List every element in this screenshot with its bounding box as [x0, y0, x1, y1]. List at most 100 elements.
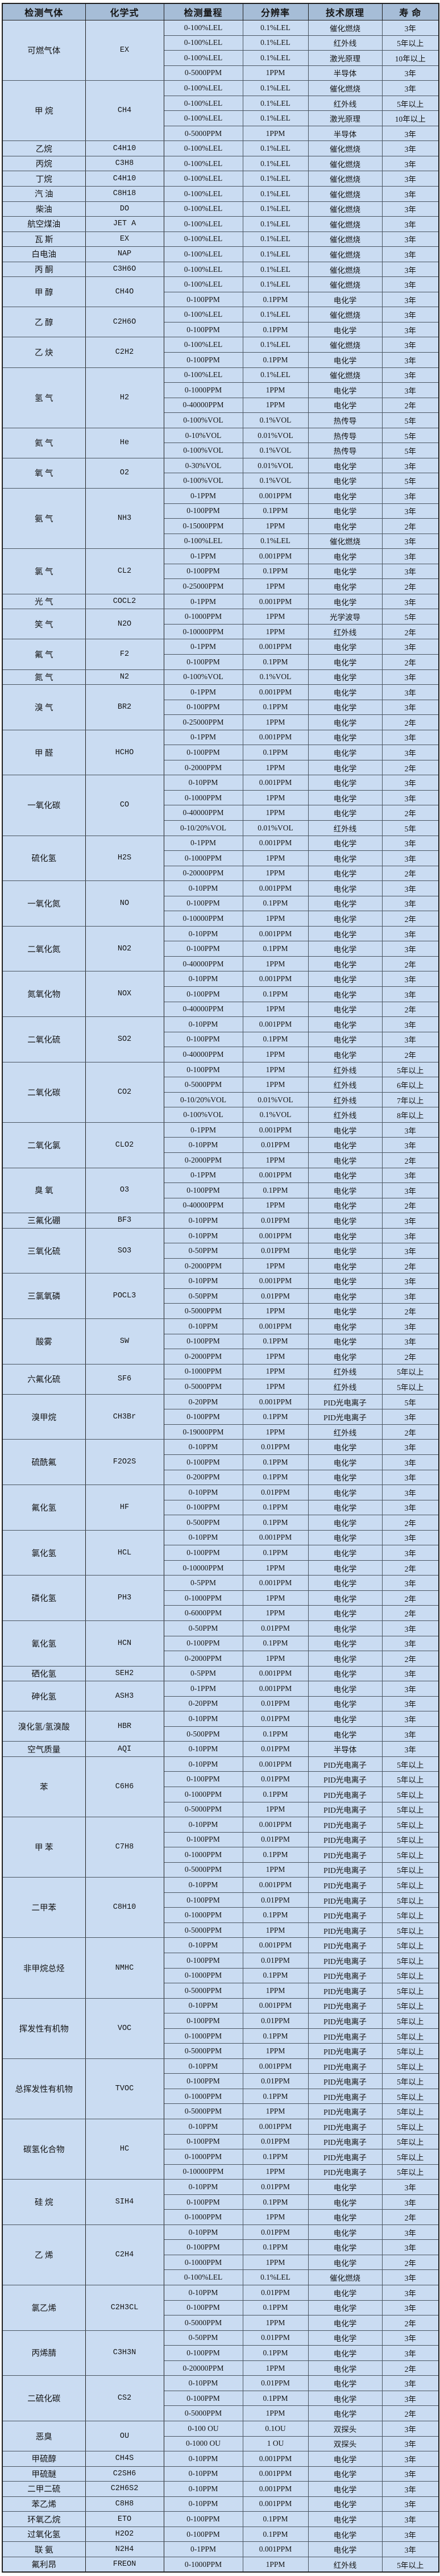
table-row: 总挥发性有机物 TVOC 0-10PPM 0.001PPM PID光电离子 5年以上 — [2, 2058, 439, 2120]
lifespan-cell: 3年 — [381, 2451, 439, 2467]
principle-cell: 催化燃烧 — [308, 20, 383, 36]
resolution-cell: 0.001PPM — [242, 1937, 309, 1953]
principle-cell: 电化学 — [308, 2541, 383, 2557]
range-cell: 0-100%LEL — [163, 80, 243, 96]
range-cell: 0-1000PPM — [163, 1786, 243, 1802]
principle-cell: 红外线 — [308, 35, 383, 51]
resolution-cell: 0.001PPM — [242, 2496, 309, 2512]
table-row: 0-1000PPM 0.1PPM PID光电离子 5年以上 — [2, 1786, 439, 1802]
range-cell: 0-5PPM — [163, 1575, 243, 1591]
table-row: 笑 气 N2O 0-1000PPM 1PPM 光学波导 5年 — [2, 609, 439, 640]
principle-cell: PID光电离子 — [308, 2133, 383, 2150]
table-row: 一氧化碳 CO 0-10PPM 0.001PPM 电化学 3年 — [2, 775, 439, 836]
principle-cell: 电化学 — [308, 1288, 383, 1304]
table-row: 氟化氢 HF 0-10PPM 0.01PPM 电化学 3年 — [2, 1485, 439, 1531]
formula-cell: N2H4 — [85, 2541, 164, 2557]
lifespan-cell: 2年 — [381, 1001, 439, 1018]
resolution-cell: 1PPM — [242, 1801, 309, 1818]
lifespan-cell: 3年 — [381, 1529, 439, 1546]
range-cell: 0-20PPM — [163, 1696, 243, 1712]
range-cell: 0-5000PPM — [163, 1983, 243, 1999]
table-row: 硒化氢 SEH2 0-5PPM 0.001PPM 电化学 3年 — [2, 1665, 439, 1682]
principle-cell: 电化学 — [308, 835, 383, 851]
formula-cell: EX — [85, 19, 164, 81]
lifespan-cell: 3年 — [381, 1031, 439, 1048]
principle-cell: 电化学 — [308, 1545, 383, 1561]
lifespan-cell: 5年以上 — [381, 1786, 439, 1802]
formula-cell: HBR — [85, 1711, 164, 1742]
principle-cell: 催化燃烧 — [308, 80, 383, 96]
resolution-cell: 1PPM — [242, 1590, 309, 1606]
principle-cell: PID光电离子 — [308, 2043, 383, 2059]
principle-cell: 电化学 — [308, 1122, 383, 1138]
lifespan-cell: 3年 — [381, 2481, 439, 2497]
lifespan-cell: 2年 — [381, 1590, 439, 1606]
table-row: 0-19000PPM 1PPM 红外线 2年 — [2, 1424, 439, 1440]
lifespan-cell: 5年以上 — [381, 2073, 439, 2089]
table-row: 乙 炔 C2H2 0-100%LEL 0.1%LEL 催化燃烧 3年 — [2, 337, 439, 368]
gas-name-cell: 氯乙烯 — [2, 2285, 86, 2331]
resolution-cell: 0.1%LEL — [242, 201, 309, 217]
formula-cell: CS2 — [85, 2375, 164, 2421]
lifespan-cell: 2年 — [381, 911, 439, 927]
range-cell: 0-100PPM — [163, 1545, 243, 1561]
resolution-cell: 0.1PPM — [242, 1635, 309, 1652]
resolution-cell: 0.1%VOL — [242, 669, 309, 685]
resolution-cell: 0.1PPM — [242, 2390, 309, 2407]
formula-cell: C3H8 — [85, 155, 164, 172]
range-cell: 0-100PPM — [163, 2390, 243, 2407]
table-row: 白电油 NAP 0-100%LEL 0.1%LEL 催化燃烧 3年 — [2, 246, 439, 262]
gas-name-cell: 一氧化碳 — [2, 775, 86, 836]
table-row: 0-25000PPM 1PPM 电化学 2年 — [2, 578, 439, 594]
principle-cell: 电化学 — [308, 1575, 383, 1591]
resolution-cell: 1PPM — [242, 1922, 309, 1938]
lifespan-cell: 2年 — [381, 759, 439, 776]
principle-cell: 电化学 — [308, 2209, 383, 2225]
range-cell: 0-10000PPM — [163, 623, 243, 640]
lifespan-cell: 5年以上 — [381, 2119, 439, 2135]
table-row: 0-100%LEL 0.1%LEL 红外线 5年以上 — [2, 95, 439, 111]
resolution-cell: 0.001PPM — [242, 1227, 309, 1244]
resolution-cell: 0.1PPM — [242, 2345, 309, 2361]
resolution-cell: 1PPM — [242, 911, 309, 927]
principle-cell: PID光电离子 — [308, 1967, 383, 1984]
range-cell: 0-10/20%VOL — [163, 820, 243, 836]
lifespan-cell: 2年 — [381, 1258, 439, 1274]
table-row: 0-10PPM 0.01PPM 电化学 3年 — [2, 1137, 439, 1153]
range-cell: 0-100 OU — [163, 2420, 243, 2437]
lifespan-cell: 2年 — [381, 1605, 439, 1621]
principle-cell: PID光电离子 — [308, 2103, 383, 2120]
gas-name-cell: 挥发性有机物 — [2, 1998, 86, 2059]
principle-cell: PID光电离子 — [308, 2088, 383, 2104]
principle-cell: 电化学 — [308, 487, 383, 504]
resolution-cell: 1PPM — [242, 1047, 309, 1062]
range-cell: 0-1000PPM — [163, 2149, 243, 2165]
principle-cell: PID光电离子 — [308, 1409, 383, 1425]
lifespan-cell: 3年 — [381, 1620, 439, 1636]
principle-cell: 催化燃烧 — [308, 533, 383, 549]
range-cell: 0-10PPM — [163, 2179, 243, 2195]
principle-cell: PID光电离子 — [308, 1877, 383, 1893]
range-cell: 0-10PPM — [163, 775, 243, 791]
table-row: 航空煤油 JET A 0-100%LEL 0.1%LEL 催化燃烧 3年 — [2, 216, 439, 232]
range-cell: 0-100PPM — [163, 291, 243, 308]
lifespan-cell: 3年 — [381, 276, 439, 292]
table-row: 丁烷 C4H10 0-100%LEL 0.1%LEL 催化燃烧 3年 — [2, 171, 439, 187]
principle-cell: PID光电离子 — [308, 2028, 383, 2044]
table-row: 0-1000PPM 1PPM 电化学 2年 — [2, 2254, 439, 2271]
lifespan-cell: 2年 — [381, 623, 439, 640]
principle-cell: PID光电离子 — [308, 1847, 383, 1863]
formula-cell: N2 — [85, 669, 164, 685]
table-row: 氮 气 N2 0-100%VOL 0.1%VOL 电化学 3年 — [2, 669, 439, 685]
table-row: 恶臭 OU 0-100 OU 0.1OU 双探头 3年 — [2, 2420, 439, 2452]
formula-cell: CO — [85, 775, 164, 836]
table-row: 0-40000PPM 1PPM 电化学 2年 — [2, 805, 439, 821]
lifespan-cell: 8年以上 — [381, 1107, 439, 1123]
resolution-cell: 0.001PPM — [242, 1529, 309, 1546]
gas-name-cell: 环氧乙烷 — [2, 2511, 86, 2527]
table-row: 0-100PPM 0.1PPM 电化学 3年 — [2, 2390, 439, 2407]
principle-cell: 电化学 — [308, 503, 383, 519]
range-cell: 0-10PPM — [163, 925, 243, 942]
principle-cell: PID光电离子 — [308, 2013, 383, 2029]
resolution-cell: 1PPM — [242, 1001, 309, 1018]
